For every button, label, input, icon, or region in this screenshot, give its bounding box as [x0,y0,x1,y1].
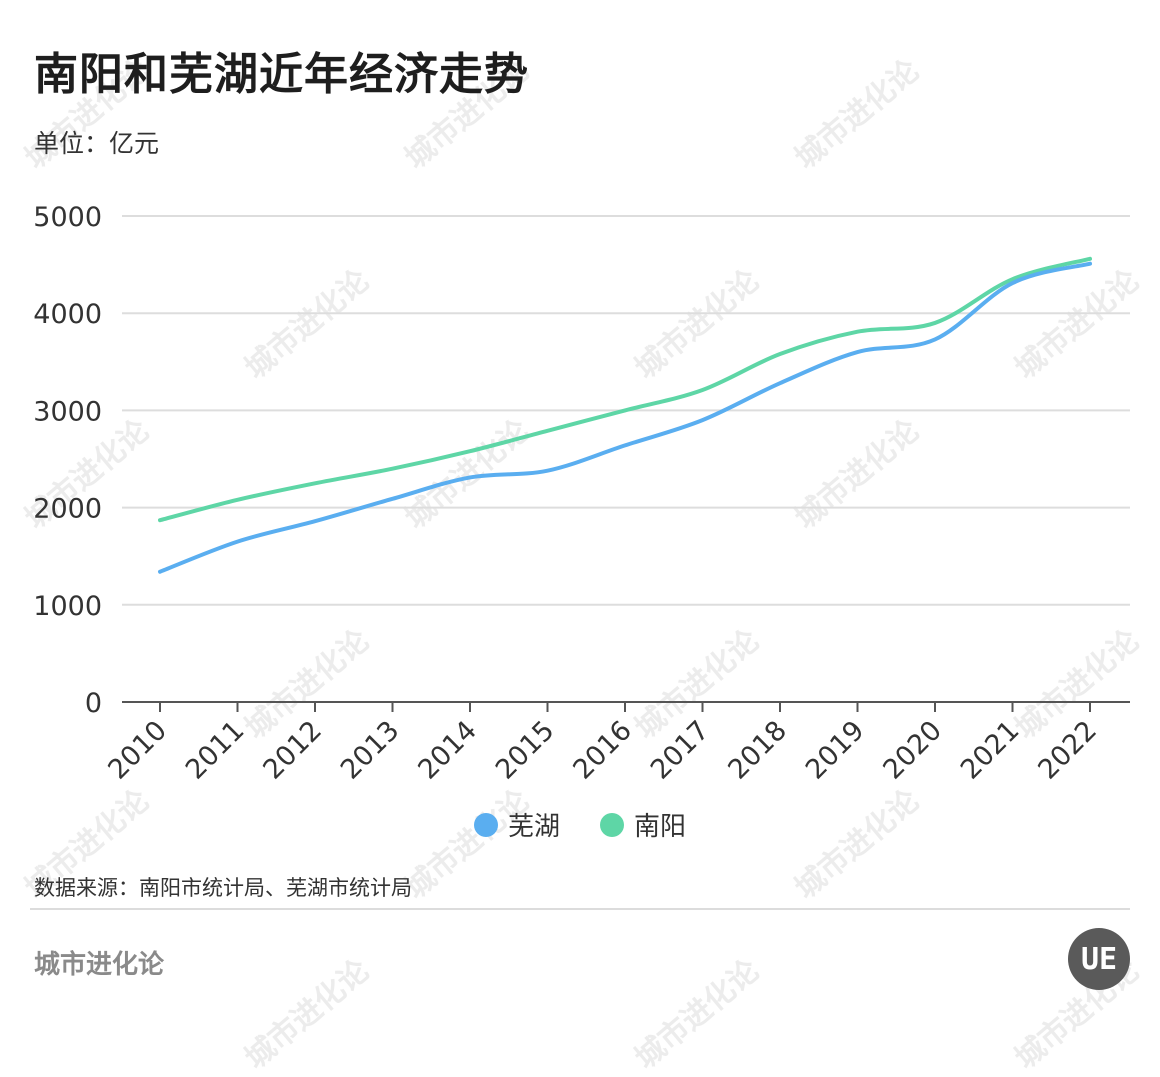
series-lines [158,256,1092,574]
x-tick-label: 2020 [877,715,948,786]
x-tick-label: 2010 [102,715,173,786]
x-tick-label: 2012 [257,715,328,786]
legend-label-nanyang: 南阳 [634,812,687,842]
y-tick-label: 2000 [33,494,102,525]
watermark: 城市进化论 [628,953,766,1077]
x-tick-label: 2018 [722,715,793,786]
series-line-wuhu [158,261,1092,574]
x-tick-label: 2016 [567,715,638,786]
y-tick-label: 5000 [33,202,102,233]
data-source: 数据来源：南阳市统计局、芜湖市统计局 [34,876,412,900]
x-tick-label: 2015 [490,715,561,786]
x-tick-label: 2014 [412,715,483,786]
legend-label-wuhu: 芜湖 [507,812,560,842]
x-tick-label: 2011 [180,715,251,786]
footer-divider [30,908,1130,910]
legend-item-wuhu[interactable]: 芜湖 [473,806,560,843]
y-tick-label: 3000 [33,396,102,427]
legend: 芜湖 南阳 [0,806,1160,843]
y-tick-label: 0 [85,688,102,719]
y-tick-label: 4000 [33,299,102,330]
brand-name: 城市进化论 [34,950,165,980]
unit-label: 单位：亿元 [34,129,160,158]
y-axis-ticks: 0 1000 2000 3000 4000 5000 [33,202,102,719]
x-tick-label: 2013 [335,715,406,786]
legend-item-nanyang[interactable]: 南阳 [600,806,686,843]
watermark: 城市进化论 [238,953,376,1077]
legend-swatch-wuhu [473,812,498,837]
brand-logo-icon: UE [1068,928,1130,990]
x-tick-label: 2019 [800,715,871,786]
y-tick-label: 1000 [33,591,102,622]
chart-title: 南阳和芜湖近年经济走势 [34,49,529,100]
series-line-nanyang [158,256,1092,523]
x-tick-label: 2022 [1032,715,1103,786]
x-tick-label: 2021 [955,715,1026,786]
legend-swatch-nanyang [600,812,624,837]
x-axis: 2010 2011 2012 2013 2014 2015 2016 2017 2018 2019… [102,701,1130,786]
x-tick-label: 2017 [645,715,716,786]
